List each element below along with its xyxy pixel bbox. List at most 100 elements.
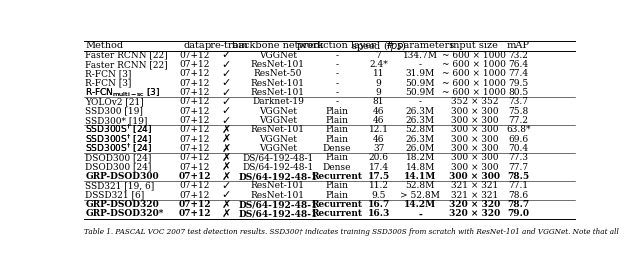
Text: Faster RCNN [22]: Faster RCNN [22] bbox=[86, 60, 168, 69]
Text: ResNet-101: ResNet-101 bbox=[251, 181, 305, 190]
Text: SSD300S$^{\dagger}$ [24]: SSD300S$^{\dagger}$ [24] bbox=[86, 142, 153, 155]
Text: -: - bbox=[419, 60, 422, 69]
Text: Plain: Plain bbox=[325, 135, 348, 144]
Text: 07+12: 07+12 bbox=[179, 125, 210, 134]
Text: DS/64-192-48-1: DS/64-192-48-1 bbox=[243, 163, 314, 172]
Text: 77.4: 77.4 bbox=[508, 69, 529, 78]
Text: 69.6: 69.6 bbox=[508, 135, 529, 144]
Text: 9: 9 bbox=[376, 88, 381, 97]
Text: Faster RCNN [22]: Faster RCNN [22] bbox=[86, 51, 168, 60]
Text: R-FCN [3]: R-FCN [3] bbox=[86, 69, 132, 78]
Text: ~ 600 × 1000: ~ 600 × 1000 bbox=[442, 88, 506, 97]
Text: 07+12: 07+12 bbox=[179, 107, 210, 116]
Text: 300 × 300: 300 × 300 bbox=[451, 144, 498, 153]
Text: 07+12: 07+12 bbox=[179, 144, 210, 153]
Text: ✗: ✗ bbox=[221, 172, 231, 182]
Text: 11.2: 11.2 bbox=[369, 181, 388, 190]
Text: ✗: ✗ bbox=[221, 134, 231, 144]
Text: 14.8M: 14.8M bbox=[406, 163, 435, 172]
Text: 07+12: 07+12 bbox=[179, 191, 210, 200]
Text: ✗: ✗ bbox=[221, 209, 231, 219]
Text: 300 × 300: 300 × 300 bbox=[451, 163, 498, 172]
Text: 07+12: 07+12 bbox=[179, 116, 210, 125]
Text: 07+12: 07+12 bbox=[179, 69, 210, 78]
Text: 07+12: 07+12 bbox=[179, 51, 210, 60]
Text: Method: Method bbox=[86, 41, 124, 50]
Text: 17.4: 17.4 bbox=[369, 163, 388, 172]
Text: 46: 46 bbox=[373, 107, 385, 116]
Text: VGGNet: VGGNet bbox=[259, 144, 297, 153]
Text: SSD300 [19]: SSD300 [19] bbox=[86, 107, 143, 116]
Text: 52.8M: 52.8M bbox=[406, 125, 435, 134]
Text: 77.3: 77.3 bbox=[509, 153, 529, 162]
Text: 352 × 352: 352 × 352 bbox=[451, 97, 498, 106]
Text: -: - bbox=[419, 97, 422, 106]
Text: 07+12: 07+12 bbox=[179, 97, 210, 106]
Text: ResNet-101: ResNet-101 bbox=[251, 88, 305, 97]
Text: GRP-DSOD300: GRP-DSOD300 bbox=[86, 172, 159, 181]
Text: -: - bbox=[419, 209, 422, 218]
Text: DS/64-192-48-1: DS/64-192-48-1 bbox=[243, 153, 314, 162]
Text: 26.3M: 26.3M bbox=[406, 107, 435, 116]
Text: 79.5: 79.5 bbox=[508, 79, 529, 88]
Text: R-FCN$_{\mathrm{multi-sc}}$ [3]: R-FCN$_{\mathrm{multi-sc}}$ [3] bbox=[86, 86, 161, 99]
Text: 26.3M: 26.3M bbox=[406, 116, 435, 125]
Text: data: data bbox=[184, 41, 205, 50]
Text: 73.7: 73.7 bbox=[509, 97, 529, 106]
Text: ResNet-101: ResNet-101 bbox=[251, 60, 305, 69]
Text: 37: 37 bbox=[373, 144, 384, 153]
Text: 50.9M: 50.9M bbox=[406, 79, 435, 88]
Text: 46: 46 bbox=[373, 116, 385, 125]
Text: ✓: ✓ bbox=[221, 190, 231, 200]
Text: 300 × 300: 300 × 300 bbox=[451, 116, 498, 125]
Text: DSOD300 [24]: DSOD300 [24] bbox=[86, 153, 152, 162]
Text: DS/64-192-48-1: DS/64-192-48-1 bbox=[238, 200, 317, 209]
Text: Plain: Plain bbox=[325, 153, 348, 162]
Text: 78.7: 78.7 bbox=[508, 200, 530, 209]
Text: 76.4: 76.4 bbox=[508, 60, 529, 69]
Text: GRP-DSOD320: GRP-DSOD320 bbox=[86, 200, 159, 209]
Text: ~ 600 × 1000: ~ 600 × 1000 bbox=[442, 79, 506, 88]
Text: 50.9M: 50.9M bbox=[406, 88, 435, 97]
Text: SSD300S$^{\dagger}$ [24]: SSD300S$^{\dagger}$ [24] bbox=[86, 123, 153, 136]
Text: Recurrent: Recurrent bbox=[311, 172, 362, 181]
Text: VGGNet: VGGNet bbox=[259, 51, 297, 60]
Text: DSOD300 [24]: DSOD300 [24] bbox=[86, 163, 152, 172]
Text: SSD300S$^{\dagger}$ [24]: SSD300S$^{\dagger}$ [24] bbox=[86, 133, 153, 146]
Text: mAP: mAP bbox=[507, 41, 530, 50]
Text: 80.5: 80.5 bbox=[508, 88, 529, 97]
Text: ✗: ✗ bbox=[221, 144, 231, 153]
Text: ✓: ✓ bbox=[221, 97, 231, 107]
Text: Darknet-19: Darknet-19 bbox=[252, 97, 304, 106]
Text: Recurrent: Recurrent bbox=[311, 209, 362, 218]
Text: > 52.8M: > 52.8M bbox=[401, 191, 440, 200]
Text: 78.5: 78.5 bbox=[508, 172, 530, 181]
Text: 300 × 300: 300 × 300 bbox=[449, 172, 500, 181]
Text: 73.2: 73.2 bbox=[509, 51, 529, 60]
Text: 77.1: 77.1 bbox=[508, 181, 529, 190]
Text: ✓: ✓ bbox=[221, 78, 231, 88]
Text: 2.4*: 2.4* bbox=[369, 60, 388, 69]
Text: 134.7M: 134.7M bbox=[403, 51, 438, 60]
Text: 11: 11 bbox=[373, 69, 385, 78]
Text: 14.1M: 14.1M bbox=[404, 172, 436, 181]
Text: speed ($\mathit{fps}$): speed ($\mathit{fps}$) bbox=[351, 39, 406, 53]
Text: 07+12: 07+12 bbox=[179, 153, 210, 162]
Text: input size: input size bbox=[451, 41, 499, 50]
Text: 7: 7 bbox=[376, 51, 381, 60]
Text: R-FCN [3]: R-FCN [3] bbox=[86, 79, 132, 88]
Text: 300 × 300: 300 × 300 bbox=[451, 107, 498, 116]
Text: Dense: Dense bbox=[323, 163, 351, 172]
Text: DSSD321 [6]: DSSD321 [6] bbox=[86, 191, 145, 200]
Text: 321 × 321: 321 × 321 bbox=[451, 191, 498, 200]
Text: Table 1. PASCAL VOC 2007 test detection results. SSD300† indicates training SSD3: Table 1. PASCAL VOC 2007 test detection … bbox=[84, 228, 619, 236]
Text: 07+12: 07+12 bbox=[179, 181, 210, 190]
Text: ✓: ✓ bbox=[221, 59, 231, 70]
Text: # parameters: # parameters bbox=[386, 41, 454, 50]
Text: 07+12: 07+12 bbox=[178, 209, 211, 218]
Text: 320 × 320: 320 × 320 bbox=[449, 200, 500, 209]
Text: -: - bbox=[335, 79, 339, 88]
Text: VGGNet: VGGNet bbox=[259, 107, 297, 116]
Text: 17.5: 17.5 bbox=[367, 172, 390, 181]
Text: Dense: Dense bbox=[323, 144, 351, 153]
